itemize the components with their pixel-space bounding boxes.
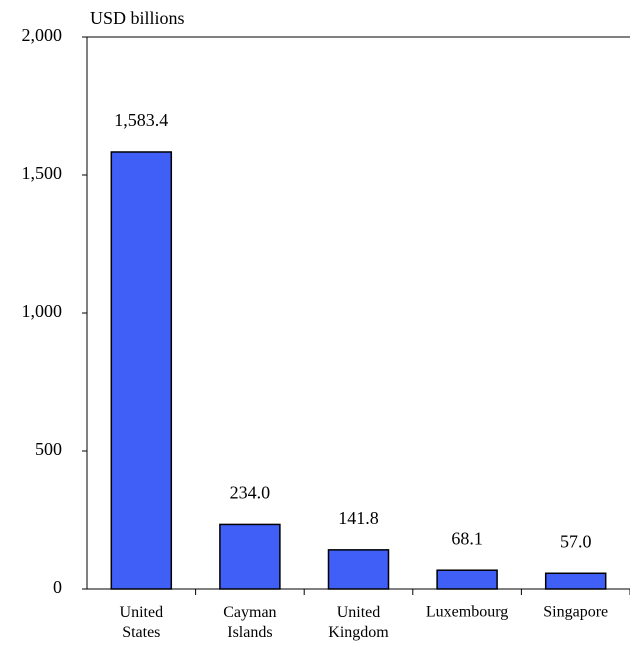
x-tick-label: Singapore — [543, 604, 608, 621]
bar — [219, 523, 281, 590]
bar — [544, 572, 607, 590]
bar — [110, 151, 173, 590]
y-tick-label: 500 — [35, 439, 62, 459]
x-tick-label: Cayman Islands — [223, 604, 276, 641]
axis-title: USD billions — [90, 8, 185, 28]
x-tick-label: United States — [120, 604, 164, 641]
x-tick-label-line: Cayman — [223, 604, 276, 621]
x-tick-label: Luxembourg — [426, 604, 508, 621]
bar — [436, 569, 498, 590]
x-tick-label: United Kingdom — [328, 604, 389, 641]
y-tick-label: 1,000 — [22, 301, 63, 321]
value-label: 57.0 — [560, 531, 592, 551]
bar — [327, 549, 390, 590]
x-tick-label-line: United — [120, 604, 164, 621]
x-tick-label-line: Kingdom — [328, 624, 389, 641]
value-label: 234.0 — [230, 483, 271, 503]
value-label: 68.1 — [451, 528, 483, 548]
y-tick-label: 1,500 — [22, 163, 63, 183]
x-tick-label-line: States — [122, 624, 160, 641]
y-tick-label: 2,000 — [22, 25, 63, 45]
value-label: 1,583.4 — [114, 110, 168, 130]
value-label: 141.8 — [338, 508, 379, 528]
x-tick-label-line: Islands — [227, 624, 272, 641]
y-tick-label: 0 — [53, 577, 62, 597]
x-tick-label-line: United — [337, 604, 381, 621]
